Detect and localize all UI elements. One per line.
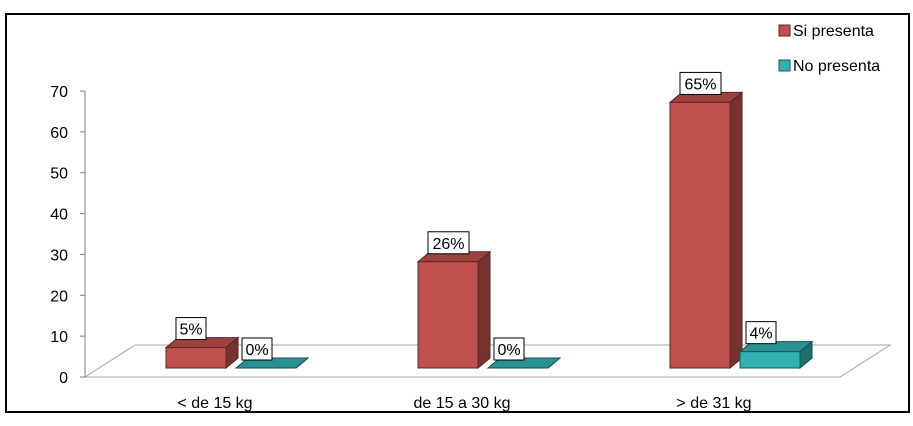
x-axis-labels: < de 15 kg de 15 a 30 kg > de 31 kg <box>177 395 751 412</box>
y-tick-label: 60 <box>50 125 68 142</box>
y-tick-label: 10 <box>50 329 68 346</box>
bar-si-presenta <box>668 91 744 370</box>
data-label: 5% <box>175 317 207 341</box>
x-tick-label: > de 31 kg <box>676 395 751 412</box>
y-tick-label: 40 <box>50 207 68 224</box>
bar-side-face <box>729 91 743 370</box>
data-label-text: 0% <box>497 342 520 359</box>
data-label: 4% <box>745 321 777 345</box>
data-label-text: 4% <box>749 326 772 343</box>
bar-front-face <box>739 351 801 369</box>
data-label-text: 26% <box>432 236 464 253</box>
legend-swatch <box>778 24 791 37</box>
legend-label: No presenta <box>793 58 880 75</box>
data-label: 65% <box>679 71 722 95</box>
bar-si-presenta <box>164 336 240 370</box>
data-label-box <box>427 231 470 255</box>
data-label-box <box>745 321 777 345</box>
data-label-text: 65% <box>684 76 716 93</box>
data-labels: 5% 0% 26% 0% 65% 4% <box>175 71 777 361</box>
legend-item: No presenta <box>778 58 880 75</box>
y-axis: 0 10 20 30 40 50 60 70 <box>50 84 86 387</box>
data-label-text: 0% <box>245 342 268 359</box>
y-tick-label: 50 <box>50 166 68 183</box>
data-label-text: 5% <box>179 322 202 339</box>
data-label-box <box>241 337 273 361</box>
bar-side-face <box>477 250 491 370</box>
data-label: 26% <box>427 231 470 255</box>
bar-no-presenta <box>738 340 814 370</box>
data-label: 0% <box>493 337 525 361</box>
bar-front-face <box>165 347 227 369</box>
legend-label: Si presenta <box>793 23 874 40</box>
bar-front-face <box>669 101 731 369</box>
y-tick-label: 70 <box>50 84 68 101</box>
legend-item: Si presenta <box>778 23 874 40</box>
legend-swatch <box>778 59 791 72</box>
x-tick-label: de 15 a 30 kg <box>414 395 511 412</box>
data-label: 0% <box>241 337 273 361</box>
data-label-box <box>493 337 525 361</box>
bar-front-face <box>417 261 479 369</box>
data-label-box <box>679 71 722 95</box>
data-label-box <box>175 317 207 341</box>
x-tick-label: < de 15 kg <box>177 395 252 412</box>
legend: Si presenta No presenta <box>778 23 880 75</box>
y-tick-label: 0 <box>59 370 68 387</box>
y-tick-label: 30 <box>50 247 68 264</box>
y-tick-label: 20 <box>50 288 68 305</box>
bar-si-presenta <box>416 250 492 370</box>
